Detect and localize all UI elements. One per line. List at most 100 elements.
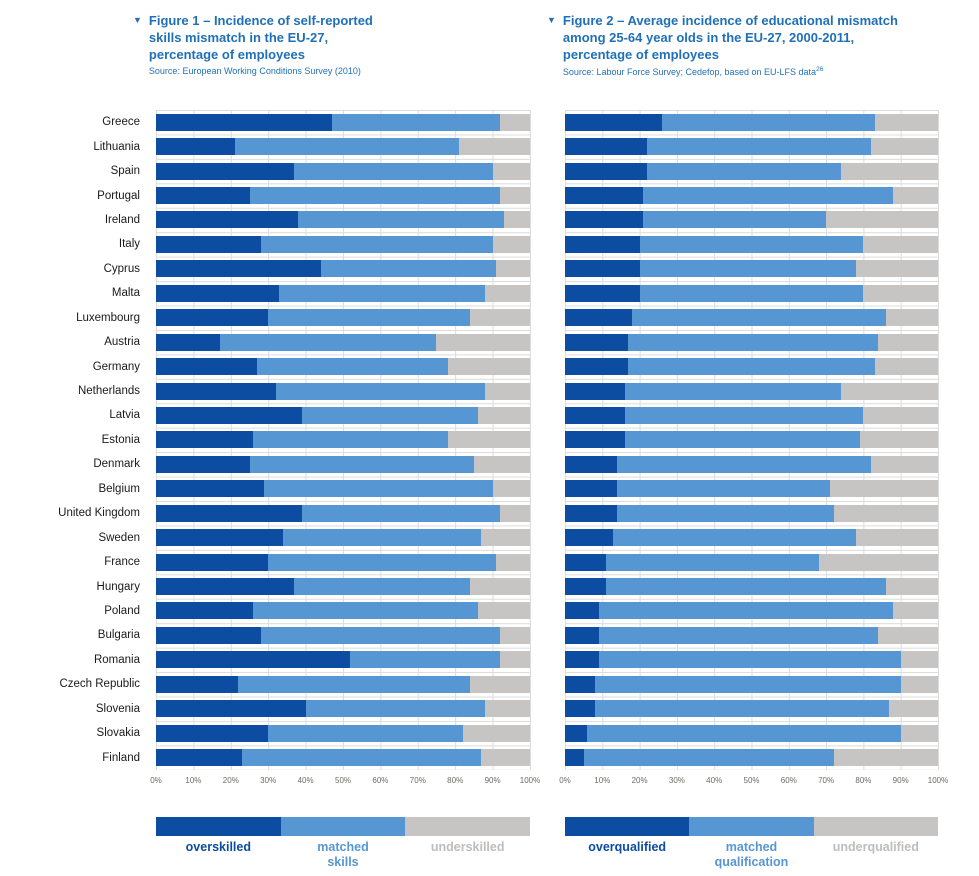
legend-swatch-overqualified xyxy=(565,817,690,836)
bar-segment-underskilled xyxy=(500,504,530,522)
figure1-title: Figure 1 – Incidence of self-reported sk… xyxy=(148,13,373,62)
bar-segment-overqualified xyxy=(565,358,629,376)
country-label: France xyxy=(104,556,140,569)
bar-segment-matched-qualification xyxy=(624,431,860,449)
x-axis-tick-label: 80% xyxy=(447,776,464,785)
stacked-bar-slovenia xyxy=(156,700,530,718)
x-axis-tick-label: 60% xyxy=(372,776,389,785)
bar-segment-matched-skills xyxy=(253,431,448,449)
stacked-bar-netherlands xyxy=(565,382,938,400)
bar-row xyxy=(565,501,938,525)
bar-segment-underskilled xyxy=(477,406,530,424)
bar-segment-overskilled xyxy=(156,358,257,376)
figure1-plot-area xyxy=(156,110,531,770)
bar-segment-matched-skills xyxy=(242,749,482,767)
stacked-bar-belgium xyxy=(565,480,938,498)
x-axis-tick-label: 60% xyxy=(780,776,797,785)
figure2-source: Source: Labour Force Survey; Cedefop, ba… xyxy=(563,66,898,77)
bar-segment-underskilled xyxy=(485,382,530,400)
bar-segment-overqualified xyxy=(565,138,648,156)
bar-segment-underqualified xyxy=(818,553,938,571)
x-axis-tick-label: 20% xyxy=(222,776,239,785)
bar-segment-overskilled xyxy=(156,700,306,718)
bar-segment-underqualified xyxy=(900,675,938,693)
legend-swatch-underqualified xyxy=(813,817,938,836)
bar-segment-underqualified xyxy=(878,333,938,351)
bar-segment-overqualified xyxy=(565,309,633,327)
bar-segment-overskilled xyxy=(156,480,265,498)
bar-segment-overskilled xyxy=(156,553,269,571)
bar-segment-underskilled xyxy=(477,602,530,620)
triangle-bullet-icon: ▼ xyxy=(547,15,556,25)
legend-label: underqualified xyxy=(832,840,919,854)
figure2-legend: overqualified matched qualification underq… xyxy=(565,817,938,870)
stacked-bar-france xyxy=(156,553,530,571)
bar-segment-overqualified xyxy=(565,431,625,449)
stacked-bar-germany xyxy=(565,358,938,376)
country-label: Cyprus xyxy=(103,262,140,275)
stacked-bar-united-kingdom xyxy=(156,504,530,522)
bar-segment-underskilled xyxy=(481,529,530,547)
figure2-source-text: Source: Labour Force Survey; Cedefop, ba… xyxy=(562,67,817,77)
x-axis-tick-label: 0% xyxy=(150,776,162,785)
bar-segment-overskilled xyxy=(156,504,302,522)
stacked-bar-finland xyxy=(156,749,530,767)
bar-row xyxy=(156,330,530,354)
bar-segment-underskilled xyxy=(492,162,530,180)
bar-row xyxy=(565,257,938,281)
bar-segment-underqualified xyxy=(863,284,938,302)
bar-row xyxy=(565,721,938,745)
x-axis-tick-label: 80% xyxy=(855,776,872,785)
bar-segment-matched-skills xyxy=(238,675,471,693)
bar-segment-underqualified xyxy=(874,113,938,131)
country-label: Czech Republic xyxy=(59,678,140,691)
country-label: Portugal xyxy=(97,189,140,202)
country-label: Denmark xyxy=(93,458,140,471)
bar-row xyxy=(156,623,530,647)
bar-segment-underqualified xyxy=(829,480,938,498)
country-label: Latvia xyxy=(109,409,140,422)
legend-labels: overskilled matched skills underskilled xyxy=(156,840,530,870)
bar-row xyxy=(565,648,938,672)
bar-row xyxy=(156,477,530,501)
stacked-bar-spain xyxy=(565,162,938,180)
bar-segment-overskilled xyxy=(156,260,321,278)
figure1-header: ▼ Figure 1 – Incidence of self-reported … xyxy=(133,12,553,76)
bar-segment-overskilled xyxy=(156,724,269,742)
bar-segment-underskilled xyxy=(470,578,530,596)
bar-segment-overskilled xyxy=(156,431,254,449)
bar-segment-overskilled xyxy=(156,529,284,547)
bar-segment-matched-qualification xyxy=(632,309,886,327)
bar-row xyxy=(565,574,938,598)
bar-segment-overqualified xyxy=(565,602,599,620)
country-label: Netherlands xyxy=(77,385,140,398)
bar-segment-underskilled xyxy=(503,211,530,229)
bar-row xyxy=(565,428,938,452)
bar-segment-overqualified xyxy=(565,651,599,669)
x-axis-tick-label: 100% xyxy=(519,776,541,785)
bar-segment-underskilled xyxy=(458,138,530,156)
stacked-bar-romania xyxy=(156,651,530,669)
x-axis-tick-label: 50% xyxy=(743,776,760,785)
legend-color-bar xyxy=(156,817,531,836)
bar-row xyxy=(156,110,530,134)
x-axis-tick-label: 70% xyxy=(818,776,835,785)
bar-segment-overskilled xyxy=(156,309,269,327)
bar-row xyxy=(565,208,938,232)
bar-segment-underskilled xyxy=(470,675,530,693)
stacked-bar-poland xyxy=(156,602,530,620)
x-axis-tick-label: 10% xyxy=(594,776,611,785)
bar-segment-overqualified xyxy=(565,455,618,473)
figure1-title-block: Figure 1 – Incidence of self-reported sk… xyxy=(149,12,373,76)
stacked-bar-latvia xyxy=(156,406,530,424)
bar-segment-underskilled xyxy=(470,309,530,327)
bar-segment-overskilled xyxy=(156,455,250,473)
bar-row xyxy=(565,110,938,134)
country-label: Bulgaria xyxy=(97,629,140,642)
x-axis-tick-label: 90% xyxy=(892,776,909,785)
bar-row xyxy=(156,525,530,549)
bar-segment-overqualified xyxy=(565,529,614,547)
legend-swatch-underskilled xyxy=(405,817,531,836)
legend-label: matched skills xyxy=(317,840,369,869)
x-axis-tick-label: 0% xyxy=(559,776,571,785)
